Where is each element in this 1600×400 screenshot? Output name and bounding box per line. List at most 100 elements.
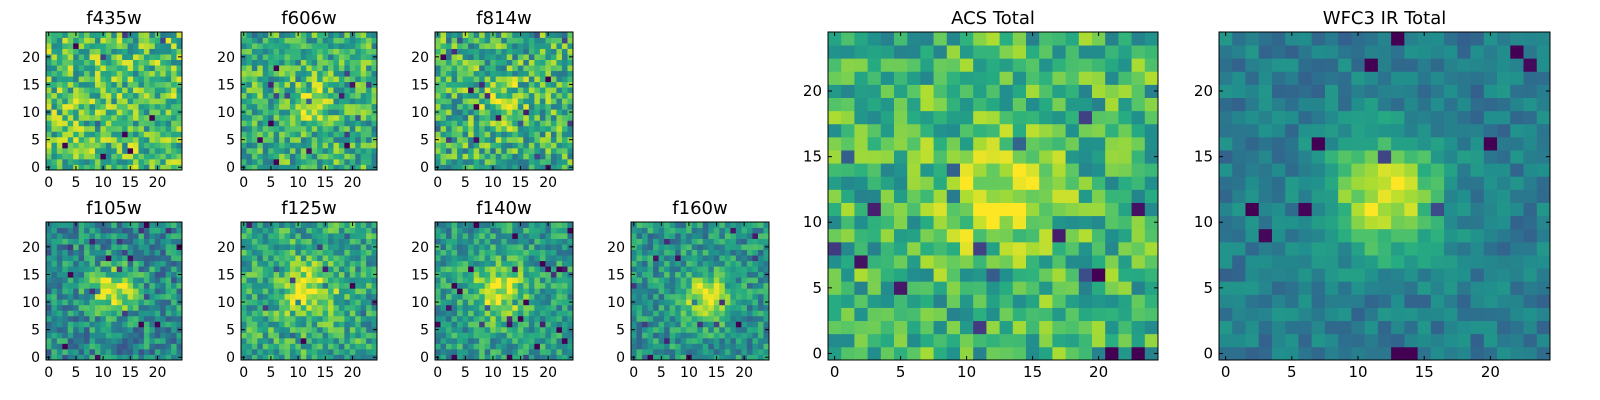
heatmap-cell	[84, 315, 90, 322]
heatmap-cell	[306, 282, 313, 289]
heatmap-cell	[241, 59, 247, 66]
heatmap-cell	[741, 321, 748, 328]
heatmap-cell	[133, 98, 139, 105]
heatmap-cell	[360, 54, 367, 60]
heatmap-cell	[512, 337, 519, 344]
heatmap-cell	[116, 343, 123, 350]
heatmap-cell	[457, 222, 463, 228]
heatmap-cell	[89, 136, 96, 143]
heatmap-cell	[273, 326, 280, 333]
heatmap-cell	[284, 288, 291, 295]
heatmap-cell	[56, 271, 63, 278]
heatmap-cell	[262, 142, 269, 149]
heatmap-cell	[473, 109, 480, 116]
heatmap-cell	[490, 310, 497, 317]
heatmap-cell	[669, 304, 676, 311]
heatmap-cell	[67, 48, 74, 55]
heatmap-cell	[741, 271, 748, 278]
heatmap-cell	[268, 147, 275, 154]
heatmap-cell	[462, 59, 469, 66]
heatmap-cell	[730, 310, 737, 317]
heatmap-cell	[495, 238, 502, 245]
heatmap-cell	[317, 244, 323, 250]
heatmap-cell	[317, 142, 323, 149]
heatmap-cell	[517, 131, 524, 138]
heatmap-cell	[539, 43, 546, 49]
heatmap-cell	[143, 238, 150, 245]
heatmap-cell	[268, 48, 275, 55]
heatmap-cell	[279, 81, 285, 88]
heatmap-cell	[317, 266, 323, 273]
heatmap-cell	[138, 299, 145, 306]
heatmap-cell	[907, 163, 921, 177]
heatmap-cell	[675, 332, 682, 339]
heatmap-cell	[561, 43, 568, 49]
heatmap-cell	[149, 164, 156, 171]
heatmap-cell	[545, 321, 552, 328]
heatmap-cell	[735, 222, 742, 228]
heatmap-cell	[730, 238, 737, 245]
heatmap-cell	[523, 125, 530, 132]
y-tick-label: 20	[22, 50, 40, 66]
heatmap-cell	[311, 271, 318, 278]
heatmap-cell	[133, 92, 139, 99]
heatmap-cell	[56, 299, 63, 306]
heatmap-cell	[1131, 281, 1146, 295]
panel-title: f606w	[281, 8, 336, 29]
heatmap-cell	[84, 109, 90, 116]
heatmap-cell	[468, 136, 475, 143]
heatmap-cell	[545, 288, 552, 295]
heatmap-cell	[366, 332, 372, 339]
heatmap-cell	[133, 310, 139, 317]
heatmap-cell	[306, 348, 313, 355]
heatmap-cell	[746, 277, 753, 284]
heatmap-cell	[523, 114, 530, 121]
heatmap-cell	[56, 164, 63, 171]
heatmap-cell	[306, 65, 313, 72]
heatmap-cell	[561, 315, 568, 322]
heatmap-cell	[165, 266, 172, 273]
heatmap-cell	[251, 304, 258, 311]
y-tick-label: 15	[22, 77, 40, 93]
heatmap-cell	[451, 310, 458, 317]
heatmap-cell	[1144, 215, 1159, 230]
heatmap-cell	[100, 109, 107, 116]
heatmap-cell	[100, 136, 107, 143]
heatmap-cell	[473, 59, 480, 66]
heatmap-cell	[306, 255, 313, 262]
heatmap-cell	[534, 321, 541, 328]
heatmap-cell	[279, 266, 285, 273]
heatmap-cell	[484, 343, 491, 350]
heatmap-cell	[642, 299, 648, 306]
heatmap-cell	[490, 244, 497, 250]
heatmap-cell	[550, 164, 557, 171]
heatmap-cell	[752, 282, 759, 289]
heatmap-cell	[73, 114, 80, 121]
heatmap-cell	[451, 136, 458, 143]
heatmap-cell	[468, 147, 475, 154]
heatmap-cell	[328, 65, 334, 72]
heatmap-cell	[484, 103, 491, 110]
heatmap-cell	[154, 293, 161, 300]
heatmap-cell	[1078, 163, 1093, 177]
heatmap-cell	[462, 260, 469, 267]
heatmap-cell	[451, 54, 458, 60]
heatmap-cell	[160, 48, 167, 55]
heatmap-cell	[133, 54, 139, 60]
heatmap-cell	[73, 81, 80, 88]
heatmap-cell	[317, 304, 323, 311]
heatmap-cell	[545, 48, 552, 55]
heatmap-cell	[160, 114, 167, 121]
heatmap-cell	[279, 310, 285, 317]
heatmap-cell	[67, 131, 74, 138]
heatmap-cell	[306, 337, 313, 344]
heatmap-cell	[328, 343, 334, 350]
heatmap-cell	[1039, 176, 1053, 190]
heatmap-cell	[154, 321, 161, 328]
heatmap-cell	[451, 238, 458, 245]
heatmap-cell	[251, 293, 258, 300]
heatmap-cell	[462, 332, 469, 339]
heatmap-cell	[116, 233, 123, 239]
heatmap-cell	[724, 337, 731, 344]
heatmap-cell	[300, 332, 307, 339]
